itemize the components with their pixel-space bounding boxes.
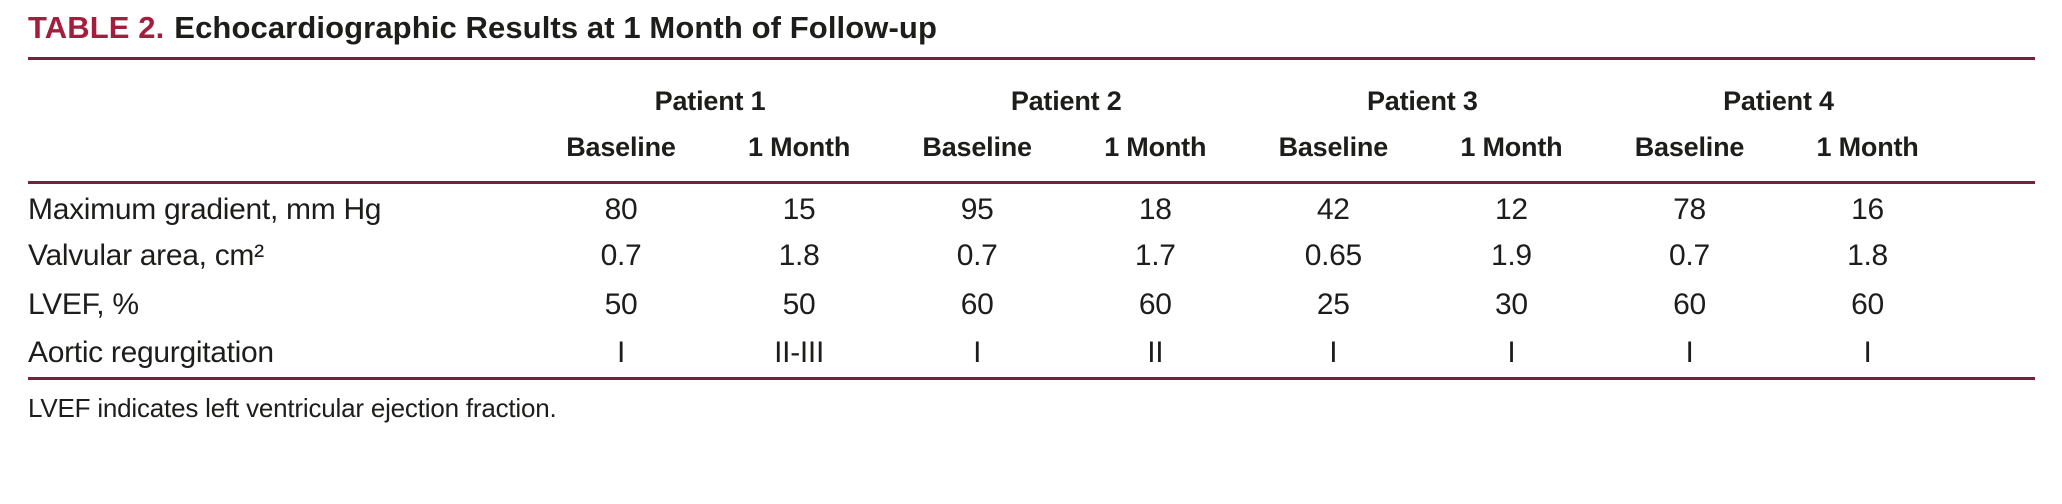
table-row-aortic-regurgitation: Aortic regurgitation I II-III I II I I I…: [28, 329, 2035, 380]
row-label: Aortic regurgitation: [28, 329, 532, 380]
spacer-cell: [1957, 183, 2035, 232]
subheader-row: Baseline 1 Month Baseline 1 Month Baseli…: [28, 117, 2035, 184]
p4-baseline-header: Baseline: [1600, 117, 1779, 184]
value-cell: 80: [604, 192, 638, 226]
empty-corner-cell: [28, 60, 532, 117]
table-row-valvular-area: Valvular area, cm² 0.7 1.8 0.7 1.7 0.65 …: [28, 232, 2035, 281]
value-cell: 0.7: [956, 239, 998, 272]
row-label: Maximum gradient, mm Hg: [28, 192, 382, 226]
row-label: LVEF, %: [28, 288, 139, 321]
value-cell: I: [1244, 329, 1423, 380]
patients-header-row: Patient 1 Patient 2 Patient 3 Patient 4: [28, 60, 2035, 117]
value-cell: II-III: [710, 329, 889, 380]
value-cell: 60: [1138, 288, 1172, 321]
value-cell: I: [1600, 329, 1779, 380]
empty-corner-cell: [28, 117, 532, 184]
row-label: Valvular area, cm²: [28, 239, 264, 272]
value-cell: 12: [1494, 192, 1528, 226]
value-cell: 0.65: [1304, 239, 1363, 272]
patient-3-header: Patient 3: [1366, 86, 1478, 116]
value-cell: 60: [1851, 288, 1884, 321]
p2-baseline-header: Baseline: [888, 117, 1067, 184]
top-rule: [28, 57, 2035, 60]
p3-baseline-header: Baseline: [1244, 117, 1423, 184]
spacer-cell: [1957, 281, 2035, 330]
value-cell: 0.7: [1669, 239, 1710, 272]
value-cell: 50: [604, 288, 638, 321]
p4-month-header: 1 Month: [1778, 117, 1957, 184]
table-row-lvef: LVEF, % 50 50 60 60 25 30 60 60: [28, 281, 2035, 330]
p1-baseline-header: Baseline: [531, 117, 711, 184]
value-cell: 25: [1316, 288, 1350, 321]
value-cell: 18: [1138, 192, 1172, 226]
spacer-cell: [1957, 232, 2035, 281]
value-cell: 50: [782, 288, 816, 321]
value-cell: 16: [1851, 192, 1884, 226]
value-cell: 1.7: [1134, 239, 1176, 272]
value-cell: 1.8: [1847, 239, 1888, 272]
value-cell: I: [531, 329, 711, 380]
p3-month-header: 1 Month: [1422, 117, 1601, 184]
table-number-label: TABLE 2.: [28, 10, 165, 45]
value-cell: 0.7: [600, 239, 642, 272]
value-cell: I: [1778, 329, 1957, 380]
patient-4-header: Patient 4: [1723, 86, 1834, 116]
value-cell: 1.9: [1490, 239, 1532, 272]
p1-month-header: 1 Month: [710, 117, 889, 184]
value-cell: 1.8: [778, 239, 820, 272]
table-container: TABLE 2. Echocardiographic Results at 1 M…: [28, 10, 2035, 423]
value-cell: 78: [1673, 192, 1706, 226]
table-footnote: LVEF indicates left ventricular ejection…: [28, 393, 557, 423]
p2-month-header: 1 Month: [1066, 117, 1245, 184]
table-title: Echocardiographic Results at 1 Month of …: [174, 10, 938, 45]
value-cell: II: [1066, 329, 1245, 380]
patient-1-header: Patient 1: [654, 86, 766, 116]
spacer-cell: [1956, 329, 2035, 380]
value-cell: 15: [782, 192, 816, 226]
value-cell: I: [888, 329, 1067, 380]
value-cell: 60: [960, 288, 994, 321]
value-cell: I: [1422, 329, 1601, 380]
value-cell: 95: [960, 192, 994, 226]
value-cell: 60: [1673, 288, 1706, 321]
spacer-cell: [1957, 60, 2035, 117]
value-cell: 42: [1316, 192, 1350, 226]
table-title-line: TABLE 2. Echocardiographic Results at 1 M…: [28, 10, 2035, 46]
results-table: Patient 1 Patient 2 Patient 3 Patient 4 …: [28, 60, 2035, 380]
value-cell: 30: [1494, 288, 1528, 321]
spacer-cell: [1956, 117, 2035, 184]
patient-2-header: Patient 2: [1010, 86, 1122, 116]
table-row-max-gradient: Maximum gradient, mm Hg 80 15 95 18 42 1…: [28, 183, 2035, 232]
